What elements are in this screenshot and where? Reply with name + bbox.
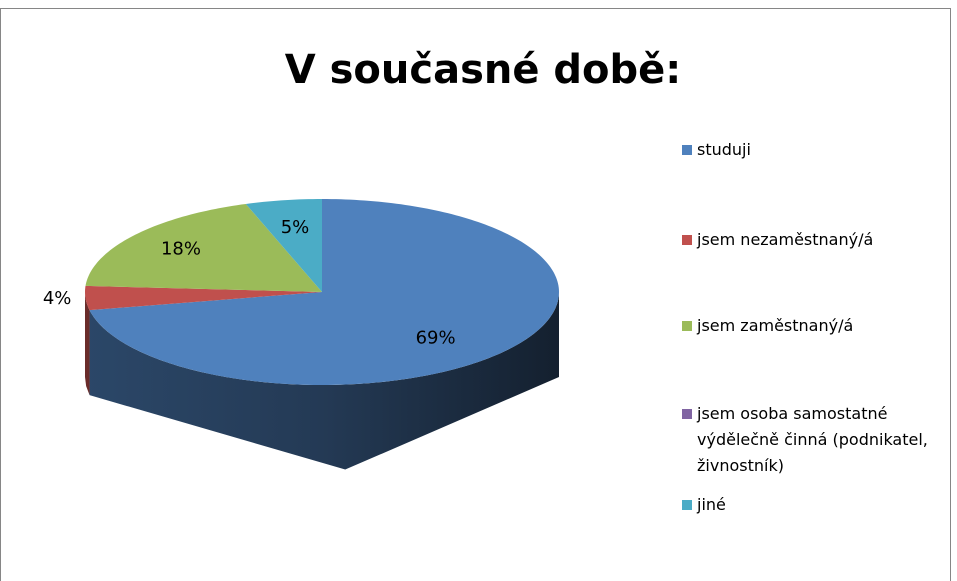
frame	[0, 8, 951, 581]
data-label: 5%	[281, 217, 310, 238]
data-label: 69%	[416, 328, 456, 349]
legend-label: jsem nezaměstnaný/á	[697, 230, 874, 249]
pie-side	[89, 292, 560, 470]
legend-label: jiné	[697, 495, 726, 514]
data-label: 4%	[43, 288, 72, 309]
legend-label: studuji	[697, 140, 751, 159]
legend-swatch	[682, 500, 692, 510]
pie-side	[85, 292, 90, 396]
pie-slice	[85, 203, 322, 292]
legend-swatch	[682, 145, 692, 155]
pie-slice	[89, 199, 559, 385]
legend-swatch	[682, 321, 692, 331]
legend-label: jsem zaměstnaný/á	[697, 316, 854, 335]
legend-swatch	[682, 409, 692, 419]
chart-title: V současné době:	[285, 47, 682, 93]
legend-swatch	[682, 235, 692, 245]
data-label: 18%	[161, 239, 201, 260]
legend-label: jsem osoba samostatné výdělečně činná (p…	[697, 404, 928, 475]
pie-slice	[85, 285, 322, 311]
pie-slice	[245, 199, 322, 292]
